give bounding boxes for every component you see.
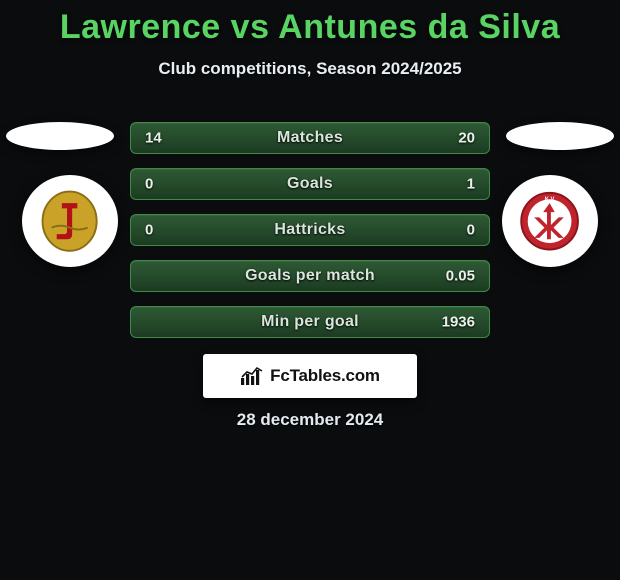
stat-label: Goals per match <box>245 267 375 285</box>
watermark-text: FcTables.com <box>270 366 380 386</box>
stat-value-right: 0.05 <box>446 268 475 285</box>
stat-value-left: 0 <box>145 222 153 239</box>
club-crest-left <box>22 175 118 267</box>
page-title: Lawrence vs Antunes da Silva <box>0 0 620 47</box>
stat-bar: Min per goal 1936 <box>130 306 490 338</box>
stat-bar: Goals per match 0.05 <box>130 260 490 292</box>
stat-value-right: 20 <box>458 130 475 147</box>
stat-label: Matches <box>277 129 343 147</box>
stat-label: Hattricks <box>274 221 345 239</box>
stat-bar: 0 Goals 1 <box>130 168 490 200</box>
stat-value-right: 0 <box>467 222 475 239</box>
stat-value-right: 1 <box>467 176 475 193</box>
subtitle: Club competitions, Season 2024/2025 <box>0 59 620 79</box>
svg-text:K V: K V <box>545 196 555 202</box>
bars-chart-icon <box>240 366 264 386</box>
stats-container: 14 Matches 20 0 Goals 1 0 Hattricks 0 Goals per m… <box>130 122 490 352</box>
stat-label: Goals <box>287 175 333 193</box>
stat-value-right: 1936 <box>442 314 475 331</box>
watermark[interactable]: FcTables.com <box>203 354 417 398</box>
date-label: 28 december 2024 <box>0 410 620 430</box>
stat-value-left: 0 <box>145 176 153 193</box>
kv-kortrijk-crest-icon: K V <box>516 189 583 253</box>
stat-value-left: 14 <box>145 130 162 147</box>
player-photo-placeholder-right <box>506 122 614 150</box>
stat-bar: 0 Hattricks 0 <box>130 214 490 246</box>
club-crest-right: K V <box>502 175 598 267</box>
stat-label: Min per goal <box>261 313 359 331</box>
standard-liege-crest-icon <box>36 189 103 253</box>
stat-bar: 14 Matches 20 <box>130 122 490 154</box>
player-photo-placeholder-left <box>6 122 114 150</box>
